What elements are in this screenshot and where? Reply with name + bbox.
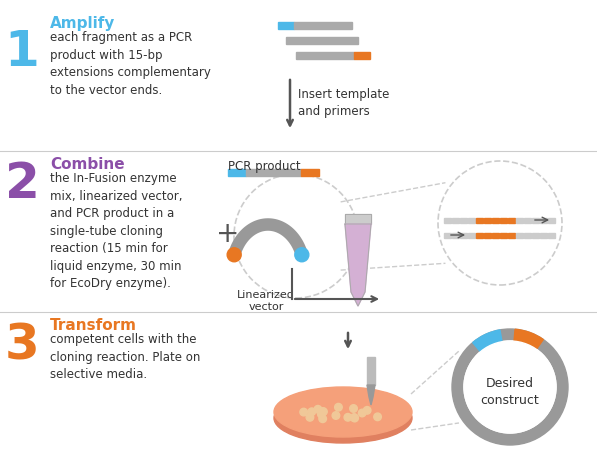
FancyBboxPatch shape xyxy=(524,233,531,238)
Polygon shape xyxy=(345,214,371,224)
FancyBboxPatch shape xyxy=(452,218,459,223)
FancyBboxPatch shape xyxy=(301,170,319,177)
Circle shape xyxy=(464,341,556,433)
FancyBboxPatch shape xyxy=(460,218,467,223)
FancyBboxPatch shape xyxy=(524,218,531,223)
FancyBboxPatch shape xyxy=(484,233,491,238)
Circle shape xyxy=(308,408,316,416)
Circle shape xyxy=(344,414,352,421)
FancyBboxPatch shape xyxy=(294,23,352,30)
FancyBboxPatch shape xyxy=(228,170,246,177)
Wedge shape xyxy=(510,329,543,387)
FancyBboxPatch shape xyxy=(492,218,499,223)
FancyBboxPatch shape xyxy=(540,233,547,238)
Text: Amplify: Amplify xyxy=(50,16,115,31)
Text: Transform: Transform xyxy=(50,317,137,332)
FancyBboxPatch shape xyxy=(460,233,467,238)
FancyBboxPatch shape xyxy=(492,233,499,238)
Text: competent cells with the
cloning reaction. Plate on
selective media.: competent cells with the cloning reactio… xyxy=(50,332,201,380)
Circle shape xyxy=(332,412,340,420)
Circle shape xyxy=(351,415,358,422)
Circle shape xyxy=(306,414,313,421)
FancyBboxPatch shape xyxy=(500,233,507,238)
Circle shape xyxy=(350,405,358,412)
Circle shape xyxy=(364,407,371,414)
FancyBboxPatch shape xyxy=(476,218,483,223)
FancyBboxPatch shape xyxy=(484,218,491,223)
Polygon shape xyxy=(367,357,375,385)
FancyBboxPatch shape xyxy=(508,218,515,223)
FancyBboxPatch shape xyxy=(444,233,451,238)
Text: PCR product: PCR product xyxy=(228,160,301,172)
Circle shape xyxy=(319,408,327,415)
Circle shape xyxy=(358,410,366,417)
FancyBboxPatch shape xyxy=(540,218,547,223)
Ellipse shape xyxy=(274,387,412,437)
Circle shape xyxy=(319,415,327,423)
FancyBboxPatch shape xyxy=(468,233,475,238)
Polygon shape xyxy=(345,224,371,306)
Circle shape xyxy=(319,408,327,415)
FancyBboxPatch shape xyxy=(444,218,451,223)
Circle shape xyxy=(318,410,325,418)
FancyBboxPatch shape xyxy=(278,23,294,30)
FancyBboxPatch shape xyxy=(286,38,358,45)
FancyBboxPatch shape xyxy=(548,218,555,223)
FancyBboxPatch shape xyxy=(354,53,370,60)
FancyBboxPatch shape xyxy=(532,233,539,238)
Wedge shape xyxy=(473,330,510,387)
Circle shape xyxy=(464,341,556,433)
Circle shape xyxy=(314,405,322,413)
Text: Insert template
and primers: Insert template and primers xyxy=(298,88,389,118)
Text: each fragment as a PCR
product with 15-bp
extensions complementary
to the vector: each fragment as a PCR product with 15-b… xyxy=(50,31,211,96)
FancyBboxPatch shape xyxy=(452,233,459,238)
Text: Linearized
vector: Linearized vector xyxy=(237,289,295,312)
Text: Desired
construct: Desired construct xyxy=(481,376,539,406)
Circle shape xyxy=(227,248,241,262)
Ellipse shape xyxy=(274,393,412,443)
Text: Combine: Combine xyxy=(50,157,125,172)
Circle shape xyxy=(300,409,307,416)
Text: 3: 3 xyxy=(5,320,39,368)
FancyBboxPatch shape xyxy=(500,218,507,223)
Circle shape xyxy=(452,329,568,445)
FancyBboxPatch shape xyxy=(532,218,539,223)
FancyBboxPatch shape xyxy=(468,218,475,223)
Circle shape xyxy=(350,414,358,421)
Circle shape xyxy=(295,248,309,262)
Circle shape xyxy=(374,413,381,421)
Circle shape xyxy=(335,404,342,411)
Text: +: + xyxy=(216,219,239,248)
FancyBboxPatch shape xyxy=(508,233,515,238)
Text: 2: 2 xyxy=(5,160,39,207)
FancyBboxPatch shape xyxy=(548,233,555,238)
Polygon shape xyxy=(367,385,375,405)
FancyBboxPatch shape xyxy=(516,218,523,223)
FancyBboxPatch shape xyxy=(476,233,483,238)
FancyBboxPatch shape xyxy=(246,170,301,177)
FancyBboxPatch shape xyxy=(516,233,523,238)
Text: the In-Fusion enzyme
mix, linearized vector,
and PCR product in a
single-tube cl: the In-Fusion enzyme mix, linearized vec… xyxy=(50,172,183,289)
Text: 1: 1 xyxy=(5,28,39,76)
FancyBboxPatch shape xyxy=(296,53,354,60)
